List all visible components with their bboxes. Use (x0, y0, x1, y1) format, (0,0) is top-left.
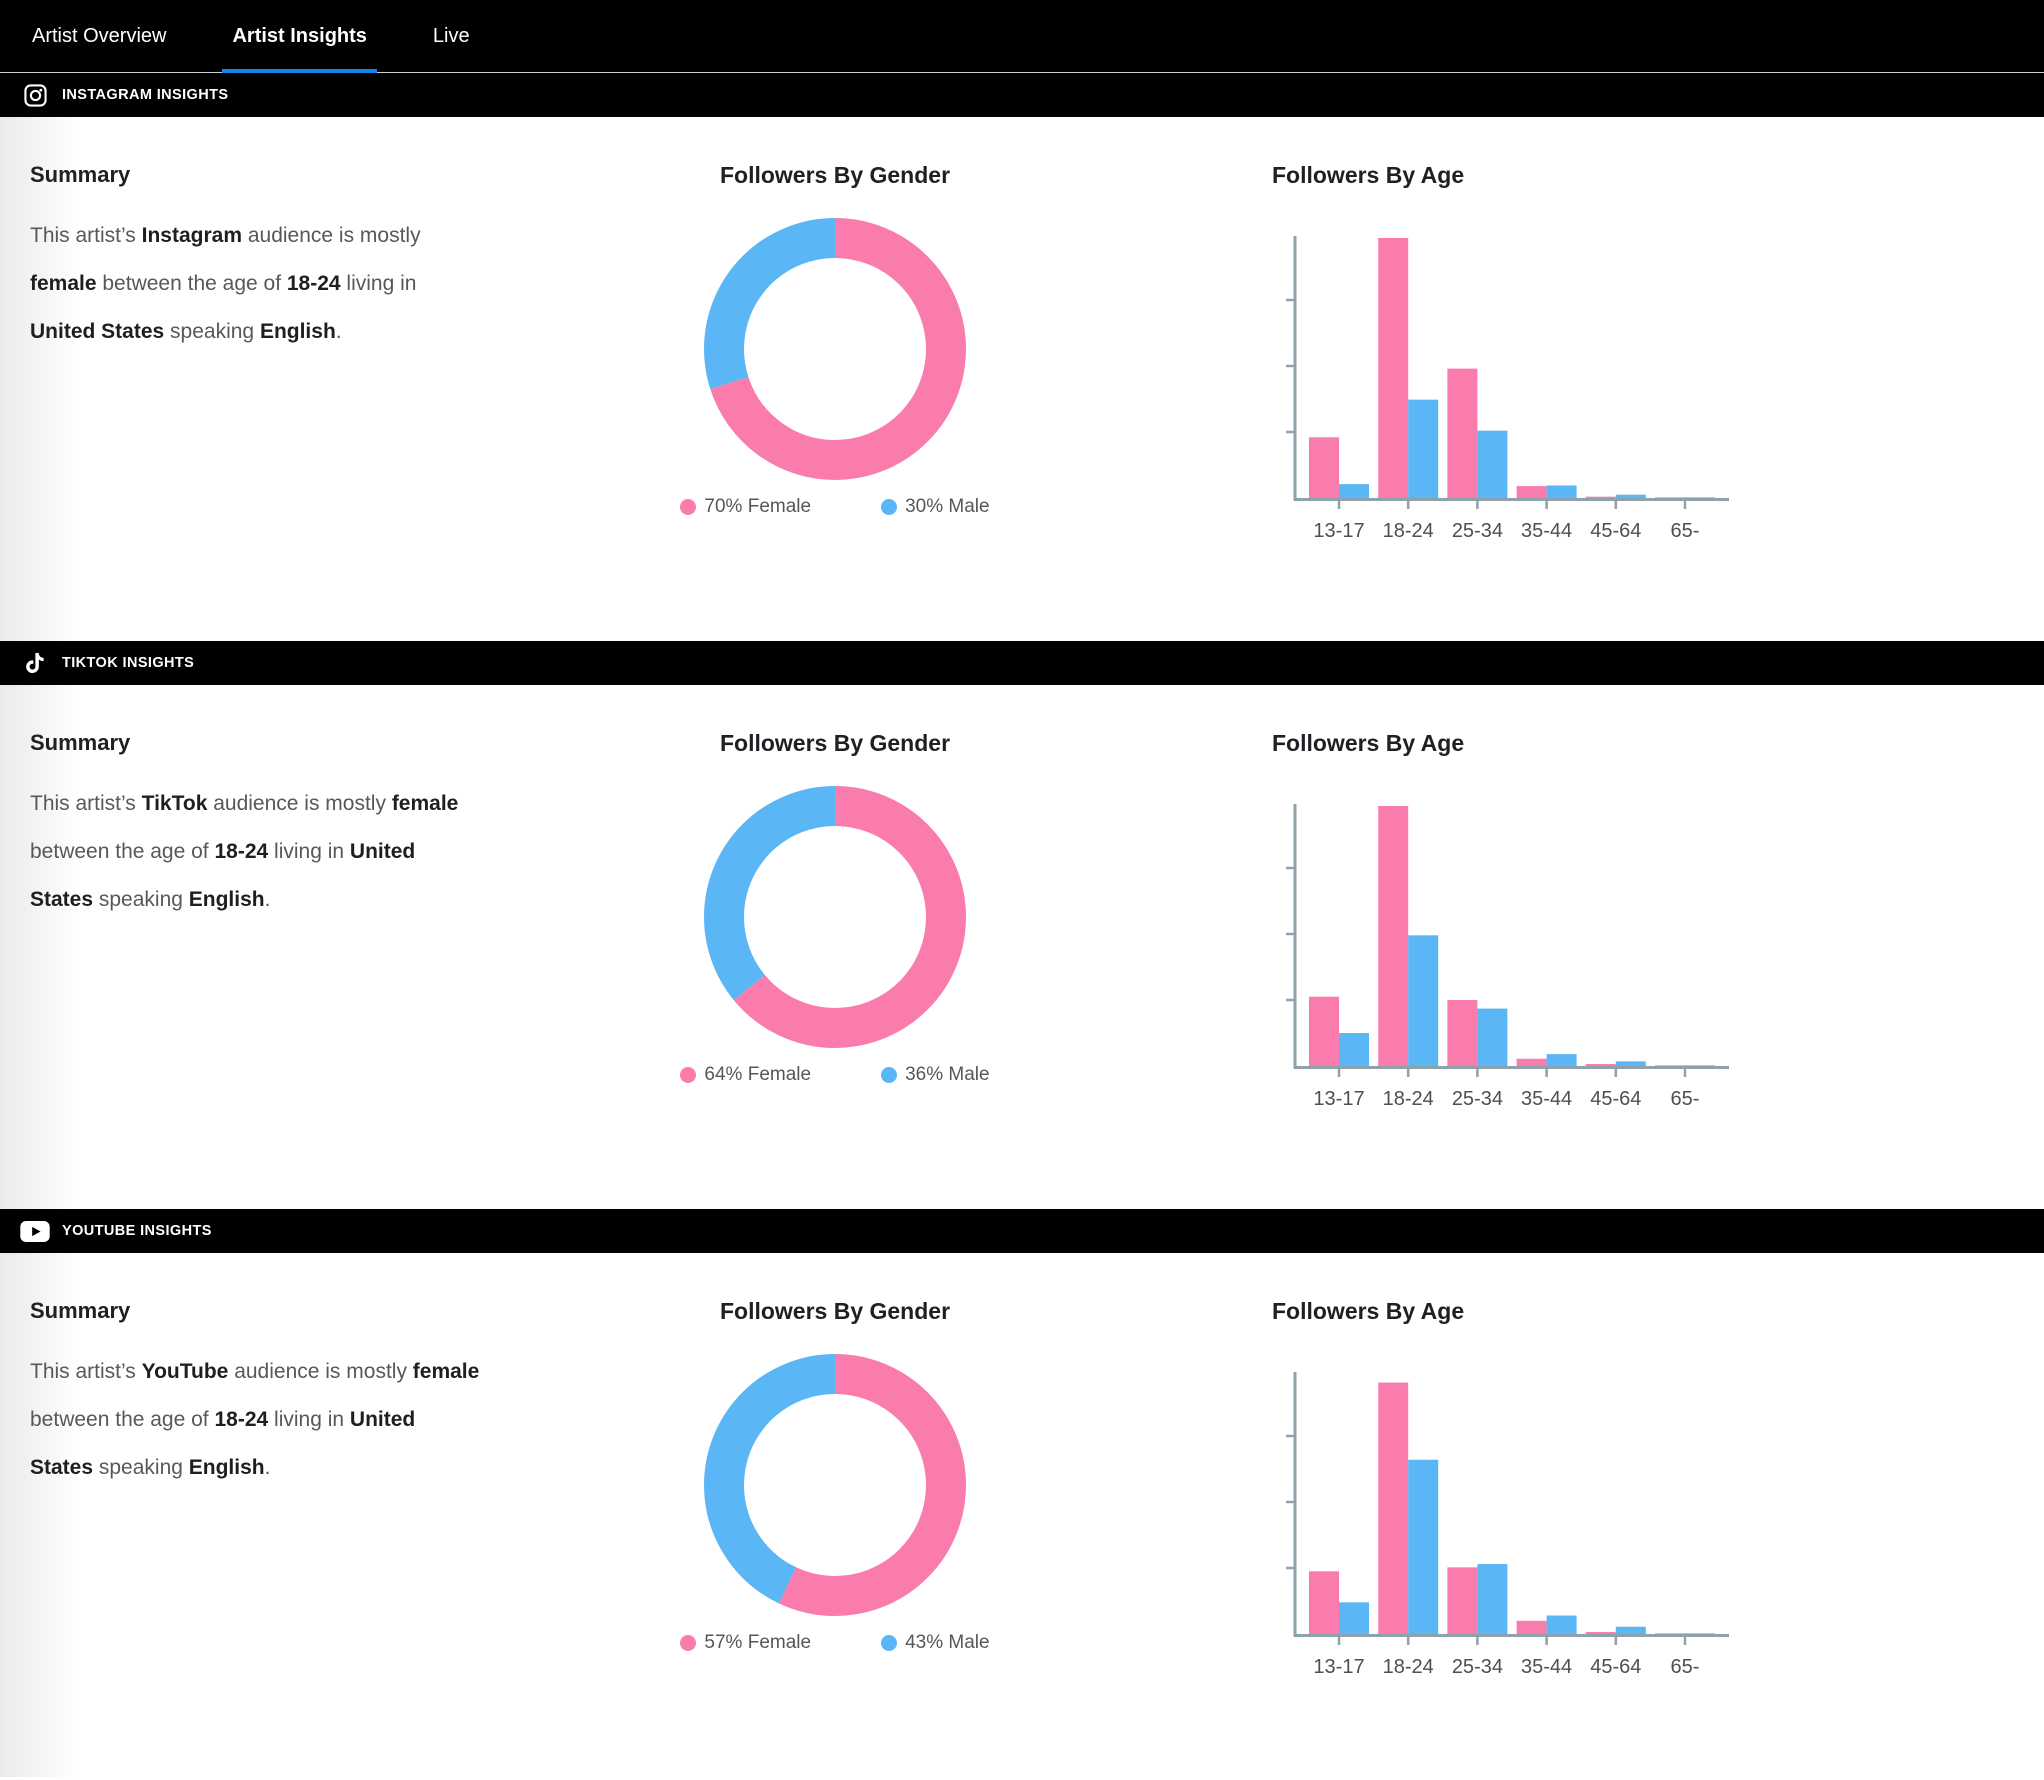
gender-legend: 64% Female 36% Male (680, 1064, 990, 1086)
summary-heading: Summary (30, 1298, 131, 1323)
section-body: Summary This artist’s YouTube audience i… (0, 1253, 2044, 1777)
section-body: Summary This artist’s Instagram audience… (0, 117, 2044, 641)
top-nav: Artist Overview Artist Insights Live (0, 0, 2044, 73)
gender-chart-column: Followers By Gender 57% Female 43% Male (555, 1253, 1115, 1777)
gender-chart-title: Followers By Gender (719, 1298, 951, 1324)
age-chart-column: Followers By Age 13-17 18-24 25-34 35-44 45-… (1270, 117, 1741, 641)
svg-text:65-: 65- (1671, 1656, 1700, 1678)
svg-text:25-34: 25-34 (1452, 1088, 1503, 1110)
tiktok-icon (20, 651, 50, 675)
youtube-section-header: YOUTUBE INSIGHTS (0, 1209, 2044, 1253)
female-dot-icon (680, 498, 697, 515)
tab-live[interactable]: Live (432, 25, 470, 47)
svg-text:18-24: 18-24 (1383, 1656, 1434, 1678)
age-bar-chart: 13-17 18-24 25-34 35-44 45-64 65- (1286, 235, 1729, 542)
gender-chart-column: Followers By Gender 70% Female 30% Male (555, 117, 1115, 641)
svg-text:45-64: 45-64 (1590, 1656, 1641, 1678)
section-header-label: TIKTOK INSIGHTS (62, 655, 195, 671)
gender-chart-title: Followers By Gender (719, 162, 951, 188)
section-body: Summary This artist’s TikTok audience is… (0, 685, 2044, 1209)
age-bar-chart: 13-17 18-24 25-34 35-44 45-64 65- (1286, 1371, 1729, 1678)
age-chart-column: Followers By Age 13-17 18-24 25-34 35-44 45-… (1270, 1253, 1741, 1777)
summary-text: This artist’s TikTok audience is mostly … (30, 791, 459, 911)
legend-label: 70% Female (704, 495, 812, 517)
tiktok-insights-section: TIKTOK INSIGHTS Summary This artist’s Ti… (0, 641, 2044, 1209)
svg-text:25-34: 25-34 (1452, 1656, 1503, 1678)
gender-chart-title: Followers By Gender (719, 730, 951, 756)
gender-donut-chart (704, 785, 966, 1048)
female-dot-icon (680, 1634, 697, 1651)
svg-text:13-17: 13-17 (1313, 1088, 1364, 1110)
instagram-section-header: INSTAGRAM INSIGHTS (0, 73, 2044, 117)
age-chart-title: Followers By Age (1272, 162, 1465, 188)
section-header-label: YOUTUBE INSIGHTS (62, 1223, 212, 1239)
summary-heading: Summary (30, 730, 131, 755)
svg-text:18-24: 18-24 (1383, 520, 1434, 542)
instagram-icon (20, 83, 50, 107)
svg-text:25-34: 25-34 (1452, 520, 1503, 542)
legend-item-female[interactable]: 57% Female (680, 1632, 811, 1654)
tab-artist-overview[interactable]: Artist Overview (32, 25, 167, 47)
tiktok-section-header: TIKTOK INSIGHTS (0, 641, 2044, 685)
svg-text:35-44: 35-44 (1521, 1656, 1572, 1678)
svg-text:65-: 65- (1671, 1088, 1700, 1110)
gender-legend: 70% Female 30% Male (680, 496, 990, 518)
summary-column: Summary This artist’s YouTube audience i… (0, 1253, 505, 1777)
female-dot-icon (680, 1066, 697, 1083)
legend-label: 57% Female (704, 1631, 812, 1653)
svg-text:13-17: 13-17 (1313, 1656, 1364, 1678)
summary-column: Summary This artist’s TikTok audience is… (0, 685, 505, 1209)
legend-item-female[interactable]: 70% Female (680, 496, 811, 518)
svg-text:45-64: 45-64 (1590, 520, 1641, 542)
summary-text: This artist’s Instagram audience is most… (30, 223, 421, 343)
summary-heading: Summary (30, 162, 131, 187)
male-dot-icon (881, 498, 898, 515)
youtube-insights-section: YOUTUBE INSIGHTS Summary This artist’s Y… (0, 1209, 2044, 1777)
svg-text:45-64: 45-64 (1590, 1088, 1641, 1110)
summary-text: This artist’s YouTube audience is mostly… (30, 1359, 480, 1479)
svg-text:65-: 65- (1671, 520, 1700, 542)
svg-text:35-44: 35-44 (1521, 1088, 1572, 1110)
legend-label: 64% Female (704, 1063, 812, 1085)
legend-label: 36% Male (905, 1063, 990, 1085)
male-dot-icon (881, 1066, 898, 1083)
age-chart-column: Followers By Age 13-17 18-24 25-34 35-44 45-… (1270, 685, 1741, 1209)
legend-item-male[interactable]: 30% Male (881, 496, 990, 518)
svg-text:18-24: 18-24 (1383, 1088, 1434, 1110)
legend-item-male[interactable]: 36% Male (881, 1064, 990, 1086)
age-bar-chart: 13-17 18-24 25-34 35-44 45-64 65- (1286, 803, 1729, 1110)
age-chart-title: Followers By Age (1272, 1298, 1465, 1324)
tab-artist-insights[interactable]: Artist Insights (222, 0, 378, 73)
youtube-icon (20, 1220, 50, 1242)
gender-chart-column: Followers By Gender 64% Female 36% Male (555, 685, 1115, 1209)
gender-legend: 57% Female 43% Male (680, 1632, 990, 1654)
svg-text:13-17: 13-17 (1313, 520, 1364, 542)
legend-item-male[interactable]: 43% Male (881, 1632, 990, 1654)
svg-text:35-44: 35-44 (1521, 520, 1572, 542)
section-header-label: INSTAGRAM INSIGHTS (62, 87, 229, 103)
age-chart-title: Followers By Age (1272, 730, 1465, 756)
legend-label: 43% Male (905, 1631, 990, 1653)
male-dot-icon (881, 1634, 898, 1651)
legend-label: 30% Male (905, 495, 990, 517)
gender-donut-chart (704, 217, 966, 480)
gender-donut-chart (704, 1353, 966, 1616)
instagram-insights-section: INSTAGRAM INSIGHTS Summary This artist’s… (0, 73, 2044, 641)
summary-column: Summary This artist’s Instagram audience… (0, 117, 505, 641)
legend-item-female[interactable]: 64% Female (680, 1064, 811, 1086)
